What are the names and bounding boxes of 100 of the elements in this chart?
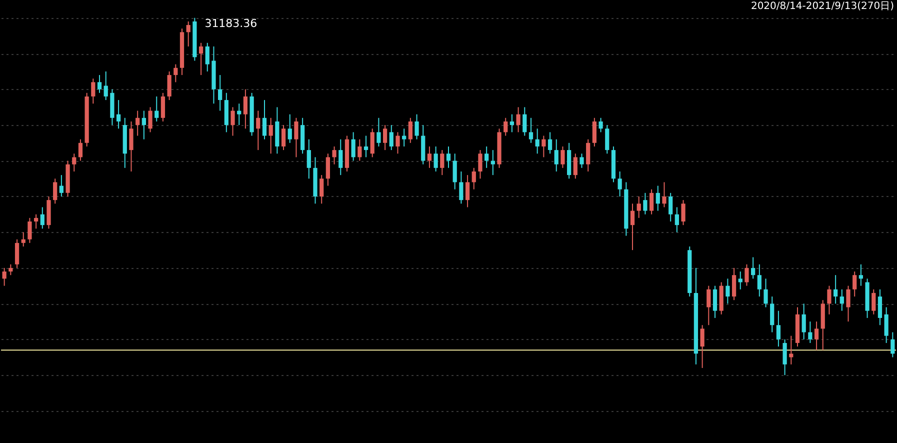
candlestick <box>370 128 374 158</box>
candlestick <box>154 96 159 122</box>
candlestick <box>573 153 578 180</box>
candlestick <box>21 232 26 248</box>
candlestick <box>452 153 457 190</box>
candlestick <box>218 74 222 112</box>
candlestick <box>630 203 635 251</box>
candlestick <box>840 288 844 312</box>
candlestick <box>598 117 603 133</box>
candlestick <box>764 278 768 308</box>
candlestick <box>40 206 44 230</box>
candlestick <box>814 321 819 351</box>
candlestick <box>770 296 774 333</box>
candlestick <box>890 332 895 358</box>
candlestick <box>97 74 102 94</box>
candlestick <box>751 256 756 280</box>
candlestick <box>237 103 242 126</box>
candlestick <box>281 124 286 151</box>
candlestick <box>782 338 787 376</box>
candlestick <box>878 288 882 326</box>
candlestick <box>2 267 6 286</box>
candlestick <box>104 70 108 101</box>
candlestick <box>510 114 514 133</box>
candlestick <box>326 153 330 186</box>
candlestick <box>643 192 648 215</box>
candlestick <box>465 174 470 208</box>
candlestick <box>789 335 794 365</box>
candlestick <box>846 285 850 322</box>
candlestick <box>414 114 419 140</box>
candlestick <box>160 92 166 122</box>
candlestick <box>656 185 660 212</box>
candlestick <box>243 88 248 130</box>
candlestick <box>516 106 520 133</box>
candlestick <box>136 110 140 136</box>
candlestick <box>78 138 83 162</box>
candlestick <box>712 285 718 318</box>
candlestick <box>59 174 64 197</box>
candlestick <box>542 135 546 158</box>
candlestick <box>668 192 673 222</box>
candlestick <box>528 117 534 144</box>
candlestick <box>738 271 742 290</box>
candlestick <box>332 146 336 165</box>
candlestick <box>306 138 311 180</box>
candlestick <box>402 128 406 147</box>
candlestick <box>167 70 172 101</box>
candlestick <box>382 124 388 151</box>
candlestick <box>440 150 444 176</box>
candlestick <box>586 138 590 172</box>
candlestick <box>91 78 96 104</box>
candlestick <box>34 214 38 230</box>
candlestick <box>548 132 552 154</box>
candlestick <box>53 178 58 204</box>
candlestick <box>320 174 324 204</box>
candlestick <box>776 310 781 348</box>
candlestick <box>884 306 888 344</box>
candlestick <box>808 321 812 344</box>
candlestick <box>148 106 152 133</box>
candlestick <box>294 117 298 158</box>
candlestick <box>478 150 482 180</box>
candlestick <box>408 117 412 144</box>
candlestick <box>434 146 438 172</box>
candlestick <box>459 170 464 204</box>
candlestick <box>504 117 508 136</box>
candlestick <box>230 106 235 136</box>
candlestick <box>662 182 666 208</box>
candlestick <box>535 128 540 154</box>
candlestick <box>14 238 20 268</box>
candlestick <box>560 146 565 168</box>
candlestick <box>472 167 476 190</box>
candlestick <box>802 303 806 340</box>
candlestick <box>364 135 368 158</box>
candlestick <box>605 124 610 154</box>
candlestick <box>142 110 146 140</box>
candlestick <box>636 196 641 218</box>
candlestick <box>205 42 210 72</box>
candlestick <box>427 146 432 168</box>
candlestick <box>389 124 394 151</box>
candlestick <box>490 150 495 176</box>
candlestick <box>858 264 864 286</box>
candlestick <box>872 288 876 315</box>
candlestick <box>256 110 260 151</box>
candlestick <box>592 117 597 147</box>
candlestick <box>681 200 686 226</box>
candlestick <box>72 153 76 172</box>
candlestick <box>198 42 204 76</box>
candlestick <box>834 274 838 304</box>
candlestick <box>580 153 584 168</box>
candlestick <box>338 138 343 176</box>
candlestick <box>28 217 32 244</box>
candlestick <box>8 264 13 276</box>
candlestick <box>726 278 730 304</box>
candlestick <box>827 285 832 315</box>
text: 2020/8/14-2021/9/13(270日) <box>750 1 894 12</box>
candlestick <box>262 100 267 140</box>
candlestick <box>116 100 121 130</box>
candlestick <box>358 138 362 162</box>
candlestick <box>268 117 273 154</box>
candlestick <box>618 170 622 197</box>
candlestick <box>649 188 654 215</box>
candlestick <box>852 271 857 298</box>
